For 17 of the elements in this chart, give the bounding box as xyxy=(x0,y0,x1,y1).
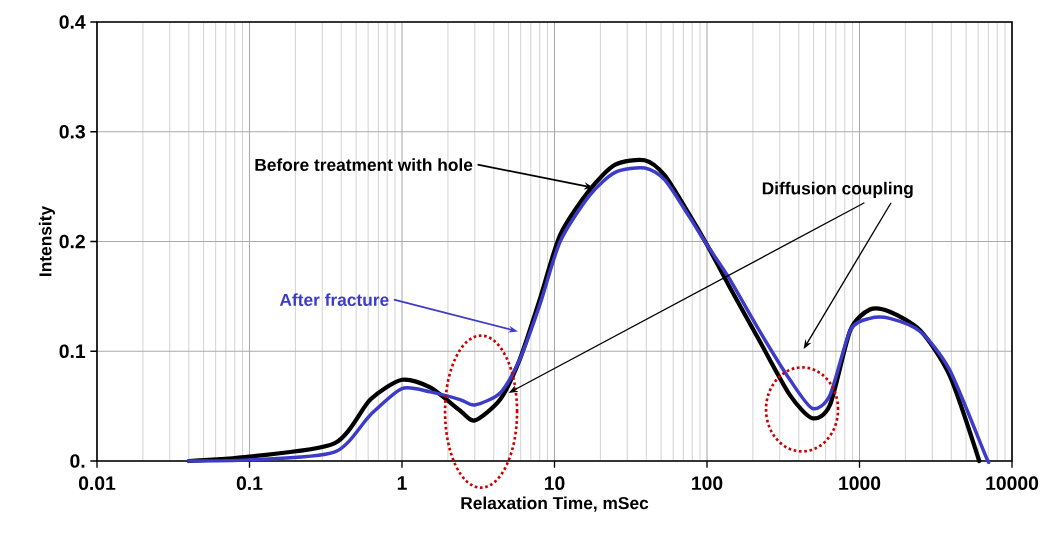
text: After fracture xyxy=(279,293,389,307)
y-tick-label: 0.4 xyxy=(59,15,86,29)
x-tick-label: 0.01 xyxy=(78,476,116,491)
text: Before treatment with hole xyxy=(255,158,473,172)
annotation: Diffusion coupling xyxy=(762,181,913,199)
y-tick-label: 0.1 xyxy=(59,344,86,359)
y-axis-title: Intensity xyxy=(38,205,55,276)
x-tick-label: 1000 xyxy=(839,476,881,491)
x-tick-label: 0.1 xyxy=(236,476,263,491)
y-tick-label: 0.2 xyxy=(59,234,85,249)
x-tick-label: 10 xyxy=(544,476,565,491)
x-tick-label: 1 xyxy=(397,476,407,490)
x-tick-label: 10000 xyxy=(986,476,1039,491)
y-tick-label: 0.3 xyxy=(59,124,85,139)
x-tick-label: 100 xyxy=(692,476,723,491)
x-axis-title: Relaxation Time, mSec xyxy=(461,496,649,512)
y-tick-label: 0. xyxy=(70,454,85,468)
